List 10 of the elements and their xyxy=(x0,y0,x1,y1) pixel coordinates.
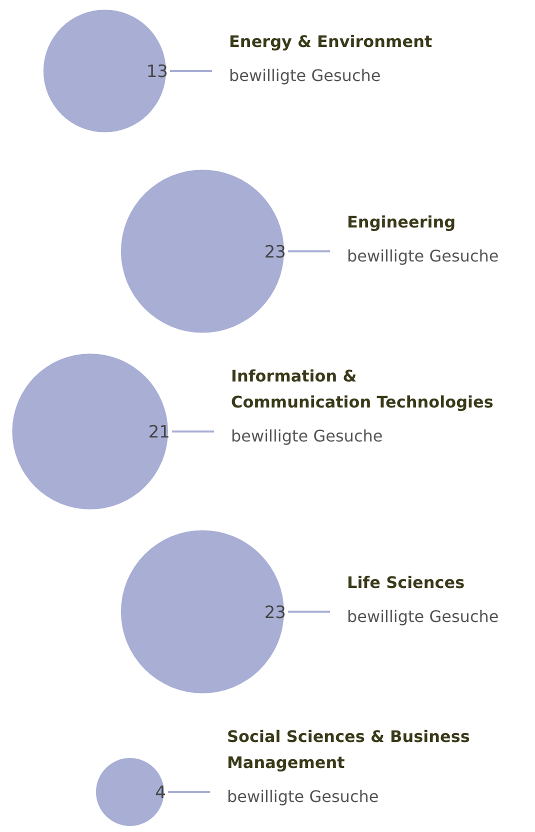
text: bewilligte Gesuche xyxy=(347,246,499,266)
category-label: Engineering xyxy=(347,212,456,232)
category-label: Energy & Environment xyxy=(229,32,432,51)
text: bewilligte Gesuche xyxy=(347,606,499,626)
text: bewilligte Gesuche xyxy=(227,787,379,806)
text: bewilligte Gesuche xyxy=(231,426,383,446)
category-label: Information & Communication Technologies xyxy=(231,366,494,412)
text: bewilligte Gesuche xyxy=(229,66,381,85)
category-label: Social Sciences & Business Management xyxy=(227,727,470,772)
category-label: Life Sciences xyxy=(347,572,465,592)
